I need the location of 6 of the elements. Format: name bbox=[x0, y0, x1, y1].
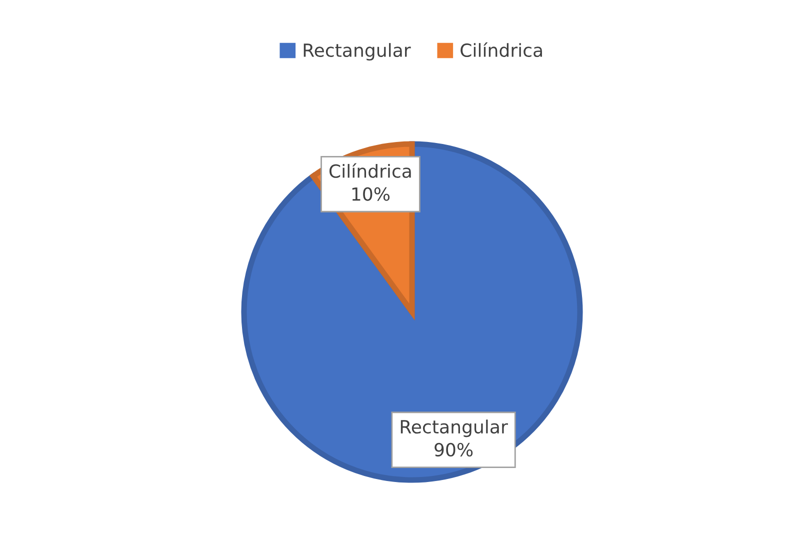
slice-label: Cilíndrica bbox=[329, 163, 411, 178]
data-label: 90% bbox=[434, 442, 473, 457]
legend-label: Cilíndrica bbox=[460, 42, 542, 58]
slice-label: Rectangular bbox=[400, 420, 508, 438]
data-label: 10% bbox=[352, 187, 390, 201]
legend-label: Rectangular bbox=[304, 43, 411, 61]
